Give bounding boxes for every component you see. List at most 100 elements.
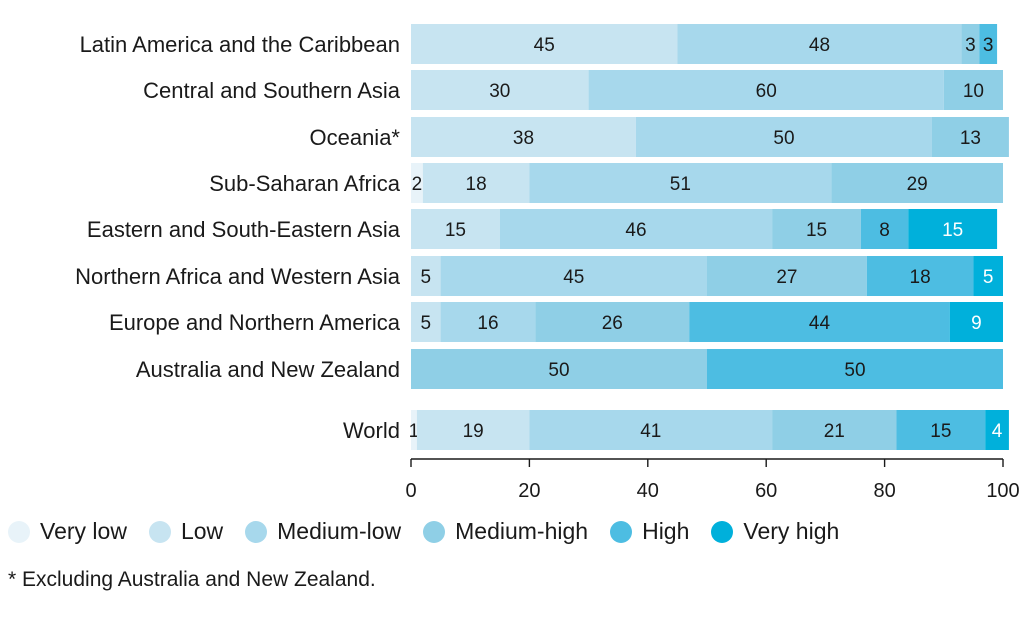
bar-segment [411, 70, 589, 110]
data-label: 5 [421, 267, 432, 288]
legend-label: Medium-high [455, 518, 589, 544]
data-label: 45 [534, 35, 555, 56]
footnote: * Excluding Australia and New Zealand. [8, 568, 376, 591]
data-label: 50 [773, 128, 794, 149]
bar-segment [411, 256, 441, 296]
data-label: 15 [930, 421, 951, 442]
legend-swatch [423, 520, 446, 543]
bar-segment [411, 209, 500, 249]
category-label: Australia and New Zealand [136, 357, 400, 382]
x-tick-label: 100 [986, 480, 1019, 502]
bar-segment [440, 302, 536, 342]
legend-label: Very low [40, 518, 127, 544]
data-label: 44 [809, 313, 831, 334]
data-label: 13 [960, 128, 981, 149]
bar-segment [973, 256, 1003, 296]
legend-swatch [148, 520, 171, 543]
legend-label: Medium-low [277, 518, 402, 544]
bar-segment [529, 163, 832, 203]
bar-segment [985, 410, 1009, 450]
x-tick-label: 40 [637, 480, 659, 502]
stacked-bar-chart: Latin America and the Caribbean 45 48 3 3 Cen… [75, 24, 1020, 502]
bar-segment [411, 117, 636, 157]
bar-segment [772, 410, 897, 450]
legend-swatch [8, 520, 30, 543]
legend-item: Very high [711, 518, 839, 545]
legend-label: Very high [743, 518, 840, 544]
bar-segment [896, 410, 986, 450]
bar-segment [411, 349, 707, 389]
bar-segment [707, 256, 867, 296]
bar-segment [979, 24, 998, 64]
bar-segment [931, 117, 1009, 157]
bar-segment [422, 163, 530, 203]
data-label: 50 [548, 360, 569, 381]
category-label: Sub-Saharan Africa [209, 171, 401, 196]
x-tick-label: 20 [518, 480, 540, 502]
data-label: 50 [844, 360, 865, 381]
data-label: 16 [477, 313, 498, 334]
data-label: 48 [809, 35, 830, 56]
data-label: 29 [907, 174, 928, 195]
data-label: 26 [602, 313, 623, 334]
legend: Very low Low Medium-low Medium-high High Very… [8, 518, 839, 545]
legend-swatch [610, 520, 633, 543]
legend-item: Very low [8, 518, 127, 545]
bar-segment [411, 302, 441, 342]
bar-segment [411, 24, 678, 64]
data-label: 18 [910, 267, 931, 288]
data-label: 5 [421, 313, 432, 334]
legend-label: High [642, 518, 690, 544]
data-label: 10 [963, 81, 984, 102]
data-label: 38 [513, 128, 534, 149]
data-label: 1 [409, 421, 420, 442]
x-tick-label: 80 [873, 480, 895, 502]
legend-item: High [610, 518, 689, 545]
bar-segment [961, 24, 980, 64]
data-label: 41 [640, 421, 661, 442]
bar-segment [416, 410, 530, 450]
data-label: 15 [445, 220, 466, 241]
bar-segment [943, 70, 1003, 110]
bar-segment [588, 70, 944, 110]
bar-segment [707, 349, 1003, 389]
legend-item: Medium-high [423, 518, 588, 545]
data-label: 60 [756, 81, 777, 102]
category-label: Central and Southern Asia [143, 78, 401, 103]
category-label: Northern Africa and Western Asia [75, 264, 401, 289]
category-label: Latin America and the Caribbean [80, 32, 400, 57]
data-label: 45 [563, 267, 584, 288]
data-label: 27 [776, 267, 797, 288]
bar-segment [908, 209, 998, 249]
legend-label: Low [180, 518, 224, 544]
legend-swatch [711, 520, 734, 543]
bar-segment [440, 256, 707, 296]
legend-swatch [245, 520, 268, 543]
data-label: 46 [625, 220, 646, 241]
category-label: World [343, 418, 400, 443]
data-label: 3 [983, 35, 994, 56]
legend-item: Low [148, 518, 224, 545]
bar-segment [635, 117, 932, 157]
bar-segment [677, 24, 962, 64]
bar-segment [535, 302, 690, 342]
data-label: 8 [879, 220, 890, 241]
bar-segment [529, 410, 773, 450]
legend-item: Medium-low [245, 518, 401, 545]
category-label: Oceania* [309, 125, 400, 150]
data-label: 19 [463, 421, 484, 442]
bar-segment [411, 163, 423, 203]
data-label: 2 [412, 174, 423, 195]
data-label: 18 [466, 174, 487, 195]
bar-segment [866, 256, 974, 296]
data-label: 15 [942, 220, 963, 241]
bar-segment [499, 209, 773, 249]
bar-segment [411, 410, 417, 450]
data-label: 21 [824, 421, 845, 442]
data-label: 30 [489, 81, 510, 102]
data-label: 51 [670, 174, 691, 195]
bar-segment [689, 302, 950, 342]
bar-segment [860, 209, 909, 249]
data-label: 3 [965, 35, 976, 56]
bar-segment [949, 302, 1003, 342]
